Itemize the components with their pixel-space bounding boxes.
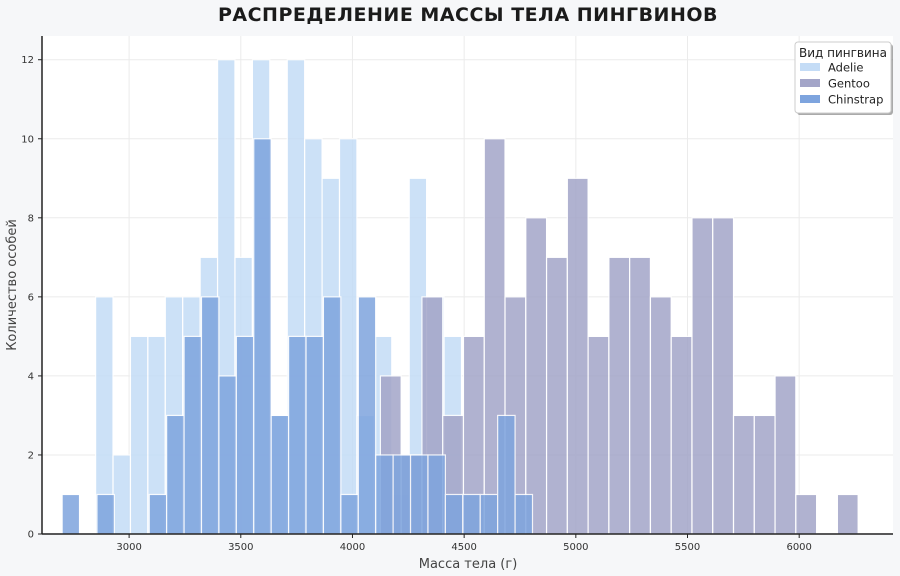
x-tick-label: 5500 — [675, 542, 700, 553]
x-axis-label: Масса тела (г) — [419, 557, 518, 572]
legend-label-adelie: Adelie — [828, 61, 864, 75]
legend-label-gentoo: Gentoo — [828, 77, 870, 91]
bar-gentoo — [732, 414, 755, 535]
legend-items: Adelie Gentoo Chinstrap — [800, 61, 883, 107]
bar-adelie — [129, 335, 149, 535]
bar-gentoo — [587, 335, 610, 535]
legend-swatch-adelie — [800, 63, 820, 71]
x-tick-label: 5000 — [563, 542, 588, 553]
bar-gentoo — [691, 217, 714, 535]
axes — [41, 36, 893, 535]
y-axis-label: Количество особей — [5, 219, 20, 351]
legend-label-chinstrap: Chinstrap — [828, 93, 883, 107]
y-tick-labels: 0 2 4 6 8 10 12 — [21, 55, 42, 541]
legend-swatch-chinstrap — [800, 95, 820, 103]
bar-chinstrap — [497, 414, 516, 535]
y-tick-label: 8 — [28, 213, 34, 224]
bar-chinstrap — [462, 493, 481, 535]
y-tick-label: 2 — [28, 450, 34, 461]
bar-gentoo — [629, 256, 652, 535]
bar-chinstrap — [270, 414, 290, 535]
bar-gentoo — [525, 217, 548, 535]
bar-chinstrap — [183, 335, 203, 535]
bar-chinstrap — [357, 296, 377, 535]
bar-chinstrap — [375, 454, 394, 535]
bar-gentoo — [712, 217, 735, 535]
bar-chinstrap — [427, 454, 446, 535]
x-tick-labels: 3000 3500 4000 4500 5000 5500 6000 — [116, 534, 812, 553]
bar-gentoo — [649, 296, 672, 535]
bar-gentoo — [670, 335, 693, 535]
bar-chinstrap — [218, 375, 237, 535]
legend-title: Вид пингвина — [799, 46, 887, 60]
bar-chinstrap — [166, 414, 185, 535]
x-tick-label: 4500 — [451, 542, 476, 553]
bar-chinstrap — [340, 493, 359, 535]
bar-chinstrap — [479, 493, 499, 535]
bar-chinstrap — [409, 454, 429, 535]
bar-chinstrap — [253, 138, 272, 535]
bar-chinstrap — [61, 493, 81, 535]
bar-adelie — [338, 138, 358, 535]
bar-chinstrap — [96, 493, 115, 535]
x-tick-label: 3000 — [116, 542, 141, 553]
bar-gentoo — [795, 493, 818, 535]
bar-gentoo — [545, 256, 568, 535]
bar-chinstrap — [235, 335, 255, 535]
legend: Вид пингвина Adelie Gentoo Chinstrap — [794, 41, 893, 115]
x-tick-label: 3500 — [228, 542, 253, 553]
x-tick-label: 4000 — [340, 542, 365, 553]
bar-gentoo — [608, 256, 631, 535]
y-tick-label: 10 — [21, 134, 34, 145]
y-tick-label: 0 — [28, 530, 34, 541]
bar-gentoo — [753, 414, 776, 535]
bar-gentoo — [836, 493, 859, 535]
y-tick-label: 4 — [28, 371, 34, 382]
bar-chinstrap — [200, 296, 220, 535]
bar-chinstrap — [148, 493, 168, 535]
y-tick-label: 12 — [21, 55, 34, 66]
bar-gentoo — [774, 375, 797, 535]
bar-gentoo — [566, 177, 589, 535]
bar-adelie — [112, 454, 132, 535]
x-tick-label: 6000 — [786, 542, 811, 553]
legend-swatch-gentoo — [800, 79, 820, 87]
chart-title: РАСПРЕДЕЛЕНИЕ МАССЫ ТЕЛА ПИНГВИНОВ — [218, 4, 718, 26]
bar-chinstrap — [322, 296, 342, 535]
bar-chinstrap — [392, 454, 412, 535]
bar-chinstrap — [305, 335, 325, 535]
bar-chinstrap — [444, 493, 464, 535]
bar-chinstrap — [287, 335, 307, 535]
bar-chinstrap — [514, 493, 534, 535]
y-tick-label: 6 — [28, 292, 34, 303]
